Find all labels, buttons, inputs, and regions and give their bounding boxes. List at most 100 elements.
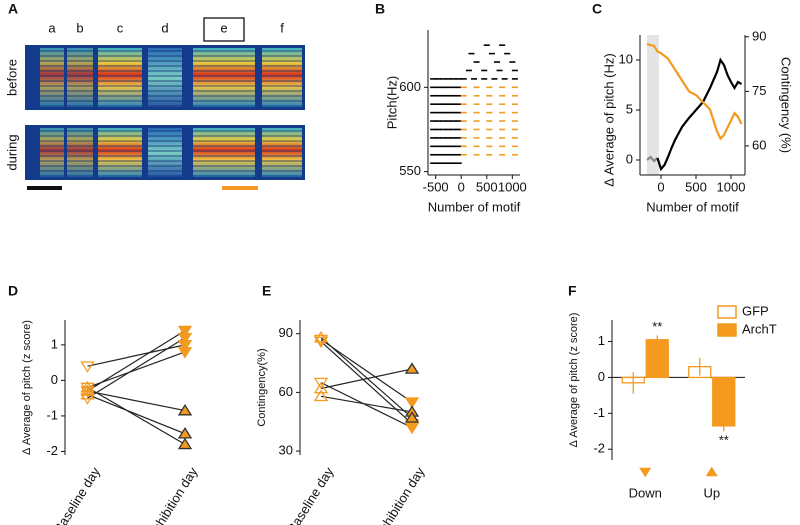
raster-point — [473, 86, 480, 89]
raster-point — [460, 128, 467, 131]
raster-point — [455, 128, 462, 131]
raster-point — [511, 78, 518, 80]
series-line — [646, 155, 659, 163]
x-tick-label: 500 — [476, 179, 498, 194]
syllable-spectrum — [262, 128, 302, 177]
raster-point — [430, 86, 437, 89]
y-tick-label: 0 — [598, 369, 605, 384]
raster-point — [473, 153, 480, 156]
raster-point — [483, 44, 490, 46]
raster-point — [499, 145, 506, 148]
raster-point — [455, 111, 462, 114]
raster-point — [430, 137, 437, 139]
y-tick-label: 600 — [399, 79, 421, 94]
raster-point — [465, 69, 472, 72]
scale-bar — [27, 186, 62, 190]
y-tick-label: 550 — [399, 163, 421, 178]
raster-point — [499, 44, 506, 46]
raster-point — [511, 145, 518, 148]
pair-line — [87, 386, 186, 445]
significance: ** — [652, 319, 662, 334]
panel-label: D — [8, 283, 18, 299]
x-tick-label: 1000 — [498, 179, 527, 194]
raster-point — [430, 94, 437, 97]
raster-point — [455, 86, 462, 89]
raster-point — [473, 61, 480, 63]
marker — [177, 427, 193, 439]
marker — [313, 330, 329, 343]
raster-point — [430, 162, 437, 164]
raster-point — [488, 52, 495, 55]
raster-point — [430, 111, 437, 114]
raster-point — [511, 137, 518, 139]
x-tick-label: Inhibition day — [147, 464, 201, 525]
raster-point — [486, 86, 493, 89]
raster-point — [511, 111, 518, 114]
pair-line — [320, 341, 413, 425]
panel-label: A — [8, 1, 18, 17]
raster-point — [460, 137, 467, 139]
raster-point — [491, 78, 498, 80]
legend-swatch — [717, 323, 737, 337]
syllable-label: d — [161, 20, 168, 35]
axis-label: Δ Average of pitch (z score) — [21, 320, 33, 455]
raster-point — [450, 86, 457, 89]
marker — [404, 397, 420, 409]
legend-label: GFP — [742, 303, 769, 318]
raster-point — [435, 86, 442, 89]
raster-point — [440, 78, 447, 80]
raster-point — [499, 120, 506, 122]
marker — [313, 389, 329, 402]
panel-label: E — [262, 283, 271, 299]
row-label: before — [4, 59, 19, 96]
raster-point — [504, 52, 511, 55]
y-tick-label: -1 — [593, 405, 605, 420]
raster-point — [445, 162, 452, 164]
raster-point — [511, 153, 518, 156]
raster-point — [435, 78, 442, 80]
significance: ** — [719, 433, 729, 448]
pair-line — [87, 337, 186, 399]
category-marker — [639, 467, 652, 478]
marker — [404, 411, 420, 423]
raster-point — [509, 61, 516, 63]
raster-point — [455, 153, 462, 156]
raster-point — [460, 103, 467, 105]
raster-point — [445, 78, 452, 80]
legend-label: ArchT — [742, 321, 777, 336]
syllable-spectrum — [67, 48, 93, 107]
raster-point — [445, 137, 452, 139]
raster-point — [455, 120, 462, 122]
syllable-label: c — [117, 20, 124, 35]
raster-point — [486, 153, 493, 156]
marker — [80, 387, 95, 400]
syllable-spectrum — [40, 128, 64, 177]
raster-point — [455, 137, 462, 139]
raster-point — [460, 78, 467, 80]
raster-point — [450, 78, 457, 80]
raster-point — [494, 61, 500, 63]
x-tick-label: Baseline day — [51, 464, 103, 525]
category-marker — [705, 466, 718, 477]
raster-point — [455, 103, 462, 105]
raster-point — [430, 128, 437, 131]
raster-point — [486, 120, 493, 122]
raster-point — [430, 153, 437, 156]
axis-label: Contingency(%) — [256, 348, 268, 426]
marker — [313, 381, 329, 394]
syllable-spectrum — [67, 128, 93, 177]
raster-point — [435, 128, 442, 131]
x-tick-label: Inhibition day — [374, 464, 428, 525]
raster-point — [496, 69, 503, 72]
raster-point — [471, 78, 477, 80]
syllable-spectrum — [98, 128, 142, 177]
raster-point — [455, 94, 462, 97]
raster-point — [450, 162, 457, 164]
marker — [177, 340, 193, 352]
y-tick-label: 90 — [279, 325, 293, 340]
raster-point — [473, 103, 480, 105]
syllable-spectrum — [148, 128, 182, 177]
raster-point — [450, 145, 457, 148]
raster-point — [450, 111, 457, 114]
raster-point — [430, 78, 437, 80]
